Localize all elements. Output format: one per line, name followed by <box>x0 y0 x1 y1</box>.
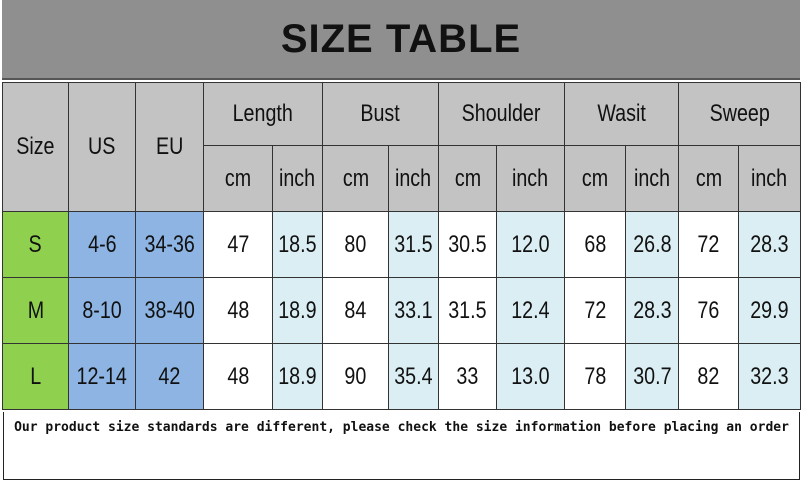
us-cell: 4-6 <box>68 211 136 278</box>
inch-cell: 18.9 <box>272 343 323 410</box>
header-shoulder: Shoulder <box>438 82 565 146</box>
header-row-groups: Size US EU Length Bust Shoulder Wasit Sw… <box>2 82 801 212</box>
unit-cm: cm <box>438 145 497 212</box>
header-us: US <box>68 82 136 212</box>
inch-cell: 31.5 <box>388 211 439 278</box>
header-bust: Bust <box>322 82 439 146</box>
unit-inch: inch <box>738 145 801 212</box>
unit-cm: cm <box>203 145 273 212</box>
inch-cell: 32.3 <box>738 343 801 410</box>
unit-cm: cm <box>322 145 389 212</box>
us-cell: 12-14 <box>68 343 136 410</box>
inch-cell: 35.4 <box>388 343 439 410</box>
unit-inch: inch <box>496 145 565 212</box>
cm-cell: 72 <box>678 211 739 278</box>
cm-cell: 72 <box>564 277 626 344</box>
header-length: Length <box>203 82 323 146</box>
inch-cell: 28.3 <box>625 277 679 344</box>
size-cell: S <box>2 211 69 278</box>
header-waist: Wasit <box>564 82 679 146</box>
size-table: Size US EU Length Bust Shoulder Wasit Sw… <box>2 82 801 410</box>
cm-cell: 82 <box>678 343 739 410</box>
inch-cell: 12.0 <box>496 211 565 278</box>
eu-cell: 34-36 <box>135 211 204 278</box>
cm-cell: 90 <box>322 343 389 410</box>
table-row: S 4-6 34-36 47 18.5 80 31.5 30.5 12.0 68 26.8 72 28.… <box>2 211 801 278</box>
cm-cell: 68 <box>564 211 626 278</box>
cm-cell: 30.5 <box>438 211 497 278</box>
inch-cell: 18.5 <box>272 211 323 278</box>
cm-cell: 76 <box>678 277 739 344</box>
cm-cell: 84 <box>322 277 389 344</box>
inch-cell: 26.8 <box>625 211 679 278</box>
unit-cm: cm <box>678 145 739 212</box>
inch-cell: 12.4 <box>496 277 565 344</box>
unit-inch: inch <box>625 145 679 212</box>
cm-cell: 47 <box>203 211 273 278</box>
header-row-units: cm inch cm inch cm inch cm inch cm inch <box>3 145 801 212</box>
header-sweep: Sweep <box>678 82 801 146</box>
page-title: SIZE TABLE <box>280 16 522 61</box>
eu-cell: 38-40 <box>135 277 204 344</box>
size-note: Our product size standards are different… <box>3 412 800 480</box>
cm-cell: 78 <box>564 343 626 410</box>
inch-cell: 29.9 <box>738 277 801 344</box>
size-cell: M <box>2 277 69 344</box>
table-row: M 8-10 38-40 48 18.9 84 33.1 31.5 12.4 72 28.3 76 29… <box>2 277 801 344</box>
header-eu: EU <box>135 82 204 212</box>
table-row: L 12-14 42 48 18.9 90 35.4 33 13.0 78 30.7 82 32.3 <box>2 343 801 410</box>
header-size: Size <box>2 82 69 212</box>
inch-cell: 13.0 <box>496 343 565 410</box>
eu-cell: 42 <box>135 343 204 410</box>
unit-inch: inch <box>272 145 323 212</box>
us-cell: 8-10 <box>68 277 136 344</box>
cm-cell: 31.5 <box>438 277 497 344</box>
cm-cell: 33 <box>438 343 497 410</box>
cm-cell: 80 <box>322 211 389 278</box>
unit-inch: inch <box>388 145 439 212</box>
inch-cell: 28.3 <box>738 211 801 278</box>
unit-cm: cm <box>564 145 626 212</box>
inch-cell: 33.1 <box>388 277 439 344</box>
inch-cell: 18.9 <box>272 277 323 344</box>
inch-cell: 30.7 <box>625 343 679 410</box>
cm-cell: 48 <box>203 343 273 410</box>
size-cell: L <box>2 343 69 410</box>
title-bar: SIZE TABLE <box>2 0 800 80</box>
cm-cell: 48 <box>203 277 273 344</box>
